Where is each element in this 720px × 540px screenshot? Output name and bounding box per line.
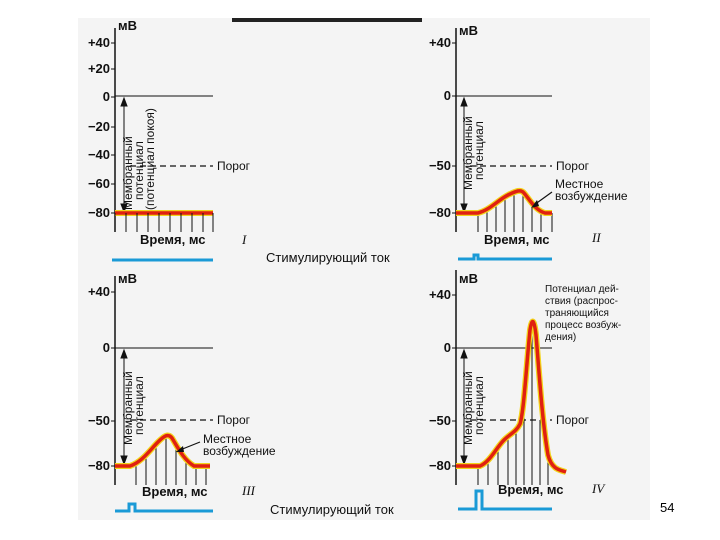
unit-label: мВ [118, 271, 137, 286]
annotation-label: Местное [203, 432, 252, 446]
tick-label: +40 [429, 35, 451, 50]
tick-label: +20 [88, 61, 110, 76]
tick-label: −50 [429, 158, 451, 173]
tick-label: −50 [429, 413, 451, 428]
threshold-label: Порог [556, 413, 590, 427]
tick-marks [111, 42, 115, 214]
svg-text:потенциал: потенциал [472, 376, 486, 435]
tick-label: +40 [88, 35, 110, 50]
annotation-label: ствия (распрос- [545, 296, 618, 307]
annotation-arrowhead [531, 200, 539, 208]
membrane-arrow [460, 348, 468, 466]
tick-label: 0 [444, 88, 451, 103]
x-axis-label: Время, мс [140, 232, 206, 247]
tick-label: −80 [88, 205, 110, 220]
response-curve [456, 319, 567, 474]
tick-marks [452, 294, 456, 467]
stimulus-trace [458, 253, 552, 261]
svg-text:Мембранный: Мембранный [461, 116, 475, 190]
time-ticks [114, 213, 214, 232]
panel-2: мВ +40 0 −50 −80 Порог Мембранный потенц… [429, 23, 628, 261]
page-number: 54 [660, 500, 675, 515]
membrane-label: Мембранный потенциал (потенциал покоя) [121, 108, 157, 210]
tick-label: −80 [429, 205, 451, 220]
x-axis-label: Время, мс [142, 484, 208, 499]
tick-marks [452, 42, 456, 214]
panel-numeral: IV [591, 481, 606, 496]
x-axis-label: Время, мс [498, 482, 564, 497]
panel-4: мВ +40 0 −50 −80 Порог Мембранный потенц… [429, 270, 621, 511]
tick-label: −80 [429, 458, 451, 473]
membrane-arrow [460, 96, 468, 214]
tick-label: +40 [88, 284, 110, 299]
response-curve [115, 433, 210, 468]
tick-label: 0 [444, 340, 451, 355]
top-divider-bar [232, 18, 422, 22]
panel-numeral: III [241, 483, 256, 498]
tick-label: −20 [88, 119, 110, 134]
panel-1: мВ +40 +20 0 −20 −40 −60 −80 Порог Мембр… [88, 18, 251, 262]
tick-label: −60 [88, 176, 110, 191]
annotation-label: Местное [555, 177, 604, 191]
svg-text:потенциал: потенциал [132, 141, 146, 200]
annotation-label: Потенциал дей- [545, 284, 619, 295]
tick-marks [111, 291, 115, 467]
svg-text:Мембранный: Мембранный [121, 136, 135, 210]
time-ticks [477, 193, 553, 232]
membrane-label: Мембранный потенциал [461, 116, 486, 190]
annotation-arrowhead [176, 446, 184, 452]
time-ticks [135, 437, 207, 485]
annotation-label: возбуждение [555, 189, 628, 203]
threshold-label: Порог [217, 159, 251, 173]
membrane-arrow [120, 348, 128, 466]
svg-text:потенциал: потенциал [472, 121, 486, 180]
annotation-label: процесс возбуж- [545, 319, 621, 331]
stimulus-trace [115, 502, 213, 513]
svg-text:Мембранный: Мембранный [121, 371, 135, 445]
tick-label: +40 [429, 287, 451, 302]
tick-label: −50 [88, 413, 110, 428]
unit-label: мВ [459, 271, 478, 286]
x-axis-label: Время, мс [484, 232, 550, 247]
annotation-label: возбуждение [203, 444, 276, 458]
svg-text:(потенциал покоя): (потенциал покоя) [143, 108, 157, 210]
svg-text:Мембранный: Мембранный [461, 371, 475, 445]
unit-label: мВ [459, 23, 478, 38]
annotation-label: траняющийся [545, 308, 609, 319]
panel-numeral: I [241, 232, 247, 247]
threshold-label: Порог [217, 413, 251, 427]
threshold-label: Порог [556, 159, 590, 173]
tick-label: 0 [103, 89, 110, 104]
tick-label: −40 [88, 147, 110, 162]
membrane-label: Мембранный потенциал [461, 371, 486, 445]
stimulus-caption: Стимулирующий ток [266, 250, 390, 265]
tick-label: 0 [103, 340, 110, 355]
stimulus-trace [458, 489, 552, 511]
panel-3: мВ +40 0 −50 −80 Порог Мембранный потенц… [88, 271, 276, 513]
annotation-label: дения) [545, 332, 576, 343]
membrane-arrow [120, 96, 128, 214]
membrane-label: Мембранный потенциал [121, 371, 146, 445]
svg-text:потенциал: потенциал [132, 376, 146, 435]
stimulus-caption: Стимулирующий ток [270, 502, 394, 517]
unit-label: мВ [118, 18, 137, 33]
panel-numeral: II [591, 230, 601, 245]
tick-label: −80 [88, 458, 110, 473]
